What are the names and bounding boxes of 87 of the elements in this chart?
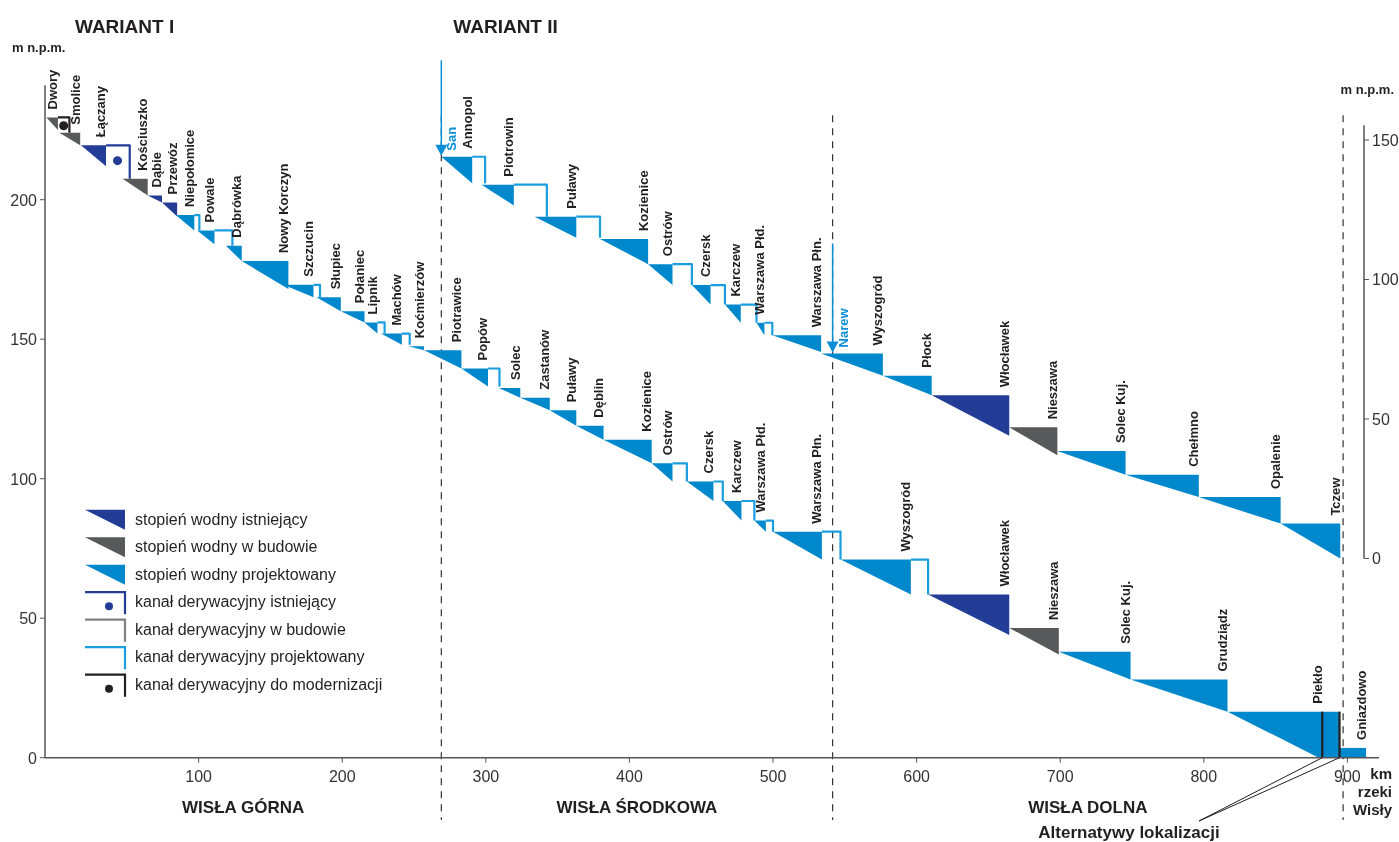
annotation: Ostrów: [659, 210, 675, 257]
annotation: Machów: [389, 273, 405, 326]
y-tick-label: 200: [10, 191, 38, 209]
x-tick-label: 900: [1334, 767, 1361, 785]
x-tick-label: 100: [185, 767, 213, 785]
annotation: Warszawa Płn.: [808, 237, 824, 328]
x-tick-label: 500: [759, 767, 787, 785]
annotation: Zastanów: [537, 328, 553, 390]
x-tick-label: 600: [903, 767, 931, 785]
annotation: Kościuszko: [135, 98, 151, 171]
annotation: Chełmno: [1186, 411, 1202, 467]
chart-title: WARIANT I: [75, 16, 175, 37]
annotation: Połaniec: [351, 249, 367, 304]
annotation: Kozienice: [639, 370, 655, 432]
legend-label: stopień wodny istniejący: [135, 510, 308, 528]
legend-label: kanał derywacyjny istniejący: [135, 593, 336, 611]
annotation: Włocławek: [996, 320, 1012, 388]
x-tick-label: 800: [1190, 767, 1218, 785]
annotation: Nowy Korczyn: [275, 163, 291, 254]
annotation: San: [444, 126, 460, 151]
annotation: Annopol: [459, 96, 475, 149]
annotation: Karczew: [728, 242, 744, 297]
annotation: Solec Kuj.: [1118, 580, 1134, 644]
series-label: stopień wodny w budowie: [135, 538, 318, 556]
annotation: Dąbrówka: [229, 174, 245, 238]
annotation: Dwory: [45, 68, 61, 110]
text: WISŁA ŚRODKOWA: [556, 797, 718, 817]
annotation: Popów: [475, 317, 491, 361]
annotation: Nieszawa: [1044, 360, 1060, 420]
annotation: Narew: [835, 307, 851, 348]
text: WISŁA GÓRNA: [182, 797, 305, 817]
legend-label: kanał derywacyjny do modernizacji: [135, 675, 383, 693]
annotation: Gniazdowo: [1353, 670, 1369, 740]
y2-axis-title: m n.p.m.: [1340, 82, 1394, 97]
annotation: Solec Kuj.: [1112, 380, 1128, 444]
annotation: Piekło: [1309, 665, 1325, 704]
annotation: Smolice: [67, 74, 83, 125]
annotation: Puławy: [563, 163, 579, 209]
annotation: Szczucin: [300, 221, 316, 277]
chart-subtitle: WARIANT II: [453, 16, 558, 37]
annotation: Solec: [507, 345, 523, 381]
y-tick-label: 0: [28, 749, 38, 767]
annotation: Lipnik: [364, 275, 380, 315]
y-tick-label: 50: [19, 610, 38, 628]
annotation: Płock: [919, 332, 935, 368]
annotation: Włocławek: [996, 519, 1012, 587]
annotation: Warszawa Płd.: [751, 224, 767, 315]
y-axis-title: m n.p.m.: [12, 40, 66, 55]
legend-label: kanał derywacyjny projektowany: [135, 648, 365, 666]
annotation: Warszawa Płn.: [809, 433, 825, 524]
y2-tick-label: 50: [1372, 410, 1390, 428]
annotation: Wyszogród: [870, 275, 886, 346]
annotation: Dąbie: [149, 152, 165, 188]
annotation: Koćmierzów: [411, 260, 427, 339]
annotation: Karczew: [728, 439, 744, 494]
annotation: Piotrawice: [448, 277, 464, 343]
annotation: Słupiec: [328, 243, 344, 290]
annotation: Powale: [201, 177, 217, 223]
legend-label: stopień wodny projektowany: [135, 565, 337, 583]
y-tick-label: 100: [10, 470, 38, 488]
annotation: Ostrów: [659, 409, 675, 456]
y2-tick-label: 100: [1372, 271, 1399, 289]
text: WISŁA DOLNA: [1028, 797, 1148, 817]
annotation: Przewóz: [164, 141, 180, 195]
legend-label: kanał derywacyjny w budowie: [135, 620, 346, 638]
annotation: Kozienice: [635, 170, 651, 232]
annotation: Opalenie: [1268, 434, 1284, 490]
annotation: Nieszawa: [1046, 560, 1062, 620]
annotation: Tczew: [1327, 476, 1343, 516]
annotation: Czersk: [698, 233, 713, 278]
annotation: Puławy: [563, 356, 579, 403]
annotation: Niepołomice: [181, 129, 197, 208]
annotation: Dęblin: [591, 377, 607, 418]
annotation: Piotrowin: [501, 117, 517, 177]
x-tick-label: 300: [472, 767, 500, 785]
annotation: Wyszogród: [898, 481, 914, 552]
x-tick-label: 400: [616, 767, 643, 785]
annotation: Grudziądz: [1214, 608, 1230, 672]
x-tick-label: 200: [328, 767, 356, 785]
y-tick-label: 150: [10, 331, 38, 349]
y2-tick-label: 0: [1372, 550, 1381, 568]
x-tick-label: 700: [1046, 767, 1074, 785]
annotation: Warszawa Płd.: [753, 422, 769, 513]
y2-tick-label: 150: [1372, 131, 1399, 149]
annotation: Czersk: [700, 430, 716, 474]
annotation: Łączany: [93, 85, 109, 138]
annotation: Alternatywy lokalizacji: [1038, 823, 1220, 842]
